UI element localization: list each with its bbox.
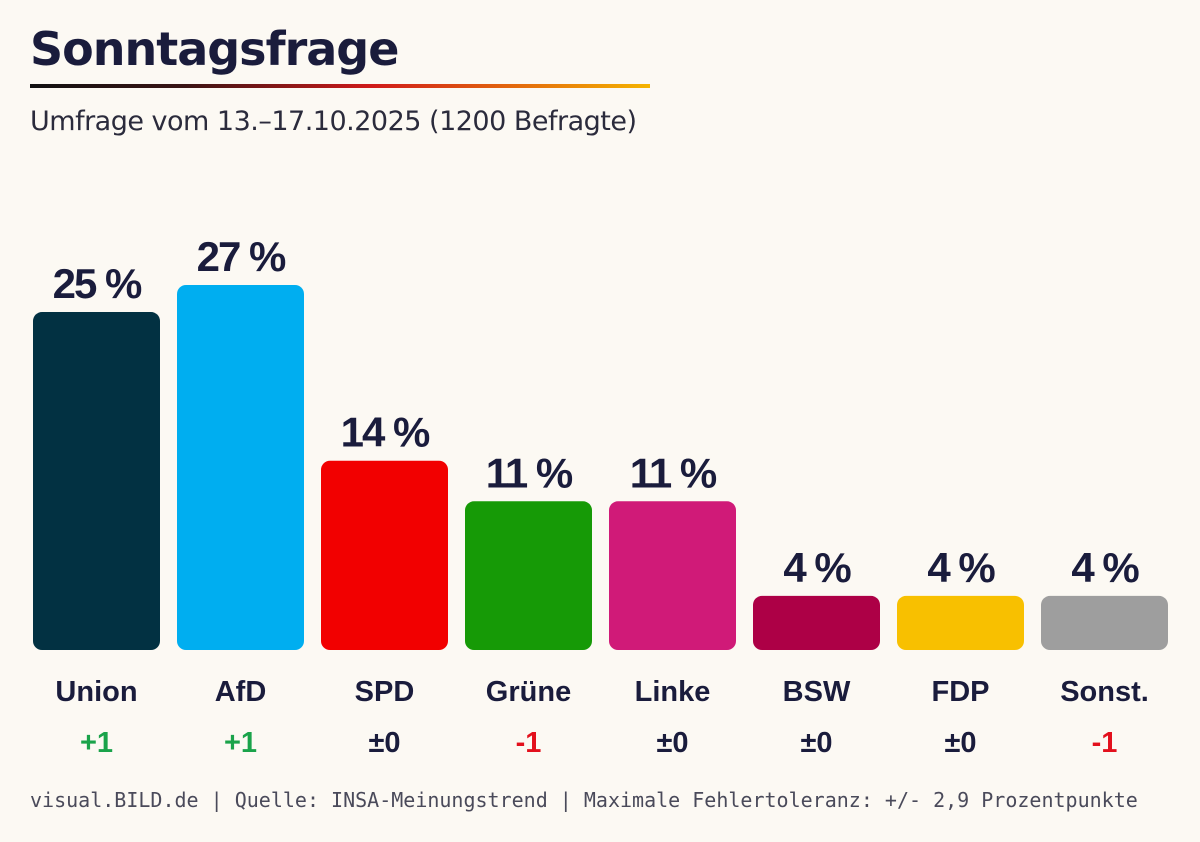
bar-sonst (1041, 595, 1168, 650)
change-label-bsw: ±0 (800, 727, 832, 759)
category-label-union: Union (55, 676, 137, 708)
value-label-bsw: 4 % (783, 544, 851, 591)
value-label-grne: 11 % (486, 449, 573, 496)
category-label-bsw: BSW (783, 676, 851, 708)
subtitle: Umfrage vom 13.–17.10.2025 (1200 Befragt… (30, 106, 637, 137)
change-label-linke: ±0 (656, 727, 688, 759)
value-label-fdp: 4 % (927, 544, 995, 591)
source-footer: visual.BILD.de | Quelle: INSA-Meinungstr… (30, 788, 1138, 812)
category-label-afd: AfD (215, 676, 267, 708)
bar-bsw (753, 595, 880, 650)
category-label-linke: Linke (635, 676, 711, 708)
value-label-spd: 14 % (341, 409, 430, 456)
bar-grne (465, 501, 592, 650)
value-label-afd: 27 % (197, 233, 286, 280)
change-label-spd: ±0 (368, 727, 400, 759)
category-label-spd: SPD (355, 676, 415, 708)
category-label-fdp: FDP (932, 676, 990, 708)
bar-afd (177, 285, 304, 650)
bar-union (33, 312, 160, 650)
title-underline (30, 84, 650, 88)
bar-spd (321, 460, 448, 650)
value-label-sonst: 4 % (1071, 544, 1139, 591)
change-label-grne: -1 (516, 727, 542, 759)
change-label-fdp: ±0 (944, 727, 976, 759)
bar-fdp (897, 595, 1024, 650)
page-title: Sonntagsfrage (30, 22, 399, 76)
value-label-linke: 11 % (630, 449, 717, 496)
bar-linke (609, 501, 736, 650)
category-label-sonst: Sonst. (1060, 676, 1149, 708)
category-label-grne: Grüne (486, 676, 571, 708)
change-label-sonst: -1 (1092, 727, 1118, 759)
change-label-afd: +1 (224, 727, 257, 759)
change-label-union: +1 (80, 727, 113, 759)
value-label-union: 25 % (53, 260, 142, 307)
